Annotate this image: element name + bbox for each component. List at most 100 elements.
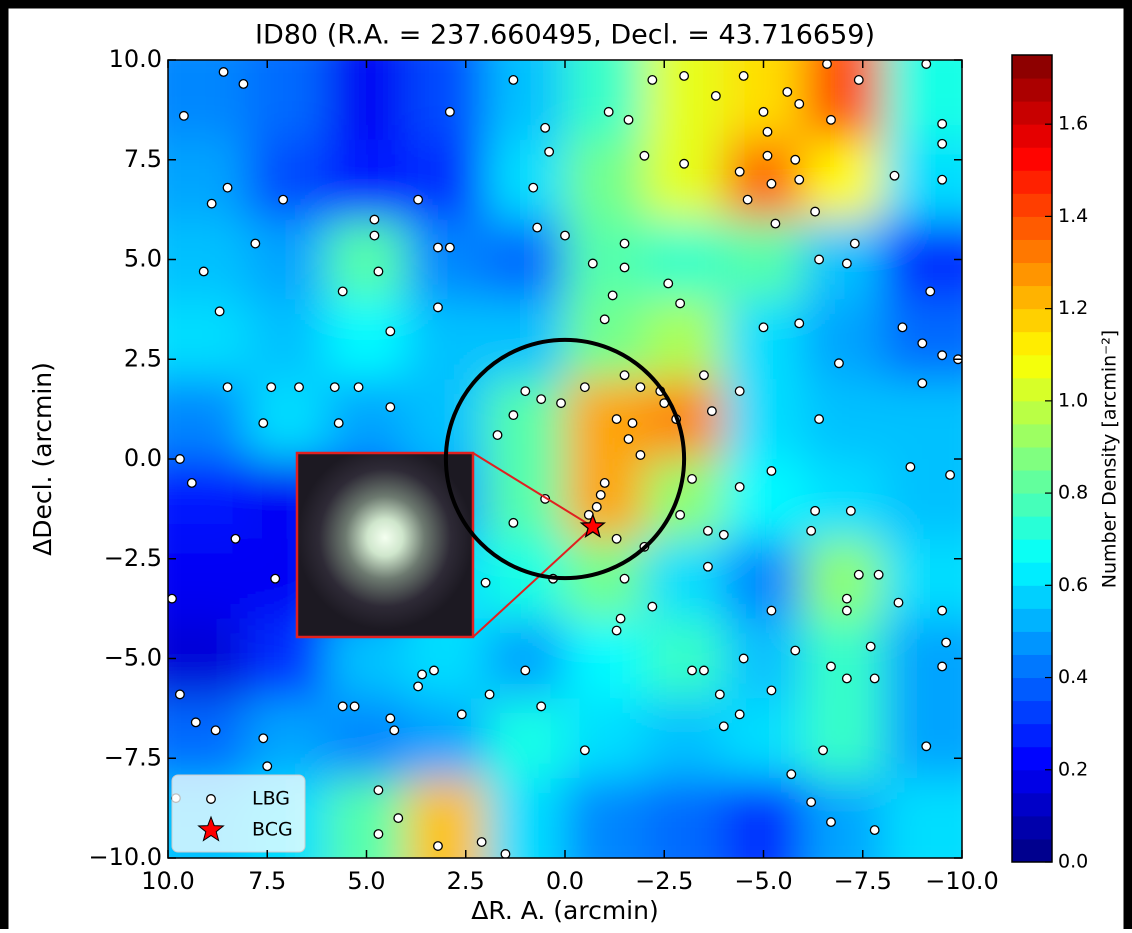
lbg-point xyxy=(869,673,880,684)
lbg-point xyxy=(921,741,932,752)
lbg-point xyxy=(389,725,400,736)
lbg-point xyxy=(599,314,610,325)
lbg-point xyxy=(699,665,709,676)
lbg-point xyxy=(433,841,443,851)
colorbar-level xyxy=(1012,239,1052,264)
lbg-point xyxy=(168,593,177,604)
density-cell xyxy=(565,698,645,779)
density-cell xyxy=(723,538,804,620)
legend-label: LBG xyxy=(252,788,290,810)
lbg-point xyxy=(679,158,690,169)
density-cell xyxy=(803,139,884,221)
lbg-point xyxy=(675,298,686,309)
lbg-point xyxy=(845,505,856,516)
density-map xyxy=(168,60,962,858)
x-axis-label: ΔR. A. (arcmin) xyxy=(471,896,658,925)
colorbar-level xyxy=(1012,700,1052,725)
x-tick-label: 0.0 xyxy=(546,867,584,895)
density-cell xyxy=(723,139,804,221)
x-tick-label: −7.5 xyxy=(834,867,892,895)
density-cell xyxy=(644,778,725,858)
density-cell xyxy=(803,698,884,779)
lbg-point xyxy=(266,382,277,393)
density-cell xyxy=(168,618,248,699)
colorbar-level xyxy=(1012,539,1052,563)
lbg-point xyxy=(766,605,777,616)
lbg-point xyxy=(536,701,547,712)
lbg-point xyxy=(560,230,570,241)
lbg-point xyxy=(480,577,491,588)
density-cell xyxy=(247,139,328,221)
lbg-point xyxy=(444,106,455,117)
lbg-point xyxy=(337,701,348,712)
lbg-point xyxy=(413,194,424,205)
lbg-point xyxy=(186,477,197,488)
density-cell xyxy=(723,60,804,141)
density-cell xyxy=(644,698,725,779)
colorbar-level xyxy=(1012,516,1052,540)
lbg-point xyxy=(433,242,443,253)
colorbar-level xyxy=(1012,562,1052,586)
lbg-point xyxy=(520,386,531,397)
lbg-point xyxy=(222,182,233,193)
density-cell xyxy=(882,60,962,141)
density-cell xyxy=(326,219,407,300)
lbg-point xyxy=(647,74,658,85)
lbg-point xyxy=(222,382,233,393)
density-cell xyxy=(723,459,804,540)
lbg-point xyxy=(889,170,900,181)
density-cell xyxy=(326,139,407,221)
colorbar-level xyxy=(1012,470,1052,494)
lbg-point xyxy=(500,849,511,858)
lbg-point xyxy=(532,222,543,233)
y-tick-label: −2.5 xyxy=(104,544,162,572)
lbg-point xyxy=(393,813,404,824)
density-cell xyxy=(882,459,962,540)
colorbar-level xyxy=(1012,769,1052,794)
lbg-point xyxy=(841,593,852,604)
colorbar-tick-label: 0.6 xyxy=(1058,574,1088,596)
lbg-point xyxy=(556,398,566,409)
density-cell xyxy=(723,778,804,858)
lbg-point xyxy=(766,685,777,696)
lbg-point xyxy=(937,605,948,616)
lbg-point xyxy=(174,689,185,700)
density-cell xyxy=(406,299,487,380)
lbg-point xyxy=(627,418,638,429)
lbg-point xyxy=(941,637,952,648)
colorbar-level xyxy=(1012,308,1052,333)
lbg-point xyxy=(758,106,769,117)
colorbar-level xyxy=(1012,216,1052,240)
legend-marker xyxy=(197,815,225,842)
lbg-point xyxy=(591,501,602,512)
colorbar-tick-label: 0.2 xyxy=(1058,758,1088,780)
legend-label: BCG xyxy=(252,819,293,841)
lbg-point xyxy=(190,717,201,728)
overlay xyxy=(295,337,687,639)
lbg-point xyxy=(766,178,777,189)
chart-title: ID80 (R.A. = 237.660495, Decl. = 43.7166… xyxy=(255,20,875,51)
lbg-point xyxy=(611,414,622,425)
lbg-point xyxy=(417,669,428,680)
lbg-point xyxy=(826,817,836,828)
lbg-point xyxy=(897,322,908,333)
lbg-point xyxy=(822,60,832,69)
lbg-point xyxy=(738,71,749,81)
lbg-point xyxy=(520,665,531,676)
lbg-point xyxy=(826,114,836,125)
lbg-point xyxy=(738,653,749,664)
colorbar-level xyxy=(1012,55,1052,79)
lbg-point xyxy=(675,509,686,520)
density-cell xyxy=(406,60,487,141)
lbg-point xyxy=(492,430,503,441)
lbg-point xyxy=(806,797,817,808)
lbg-point xyxy=(413,681,424,692)
x-tick-label: −2.5 xyxy=(635,867,693,895)
lbg-point xyxy=(826,661,836,672)
lbg-point xyxy=(444,242,455,253)
colorbar-level xyxy=(1012,446,1052,471)
lbg-point xyxy=(595,489,606,500)
lbg-point xyxy=(853,74,864,85)
colorbar-frame xyxy=(1011,54,1053,863)
lbg-point xyxy=(905,462,916,472)
